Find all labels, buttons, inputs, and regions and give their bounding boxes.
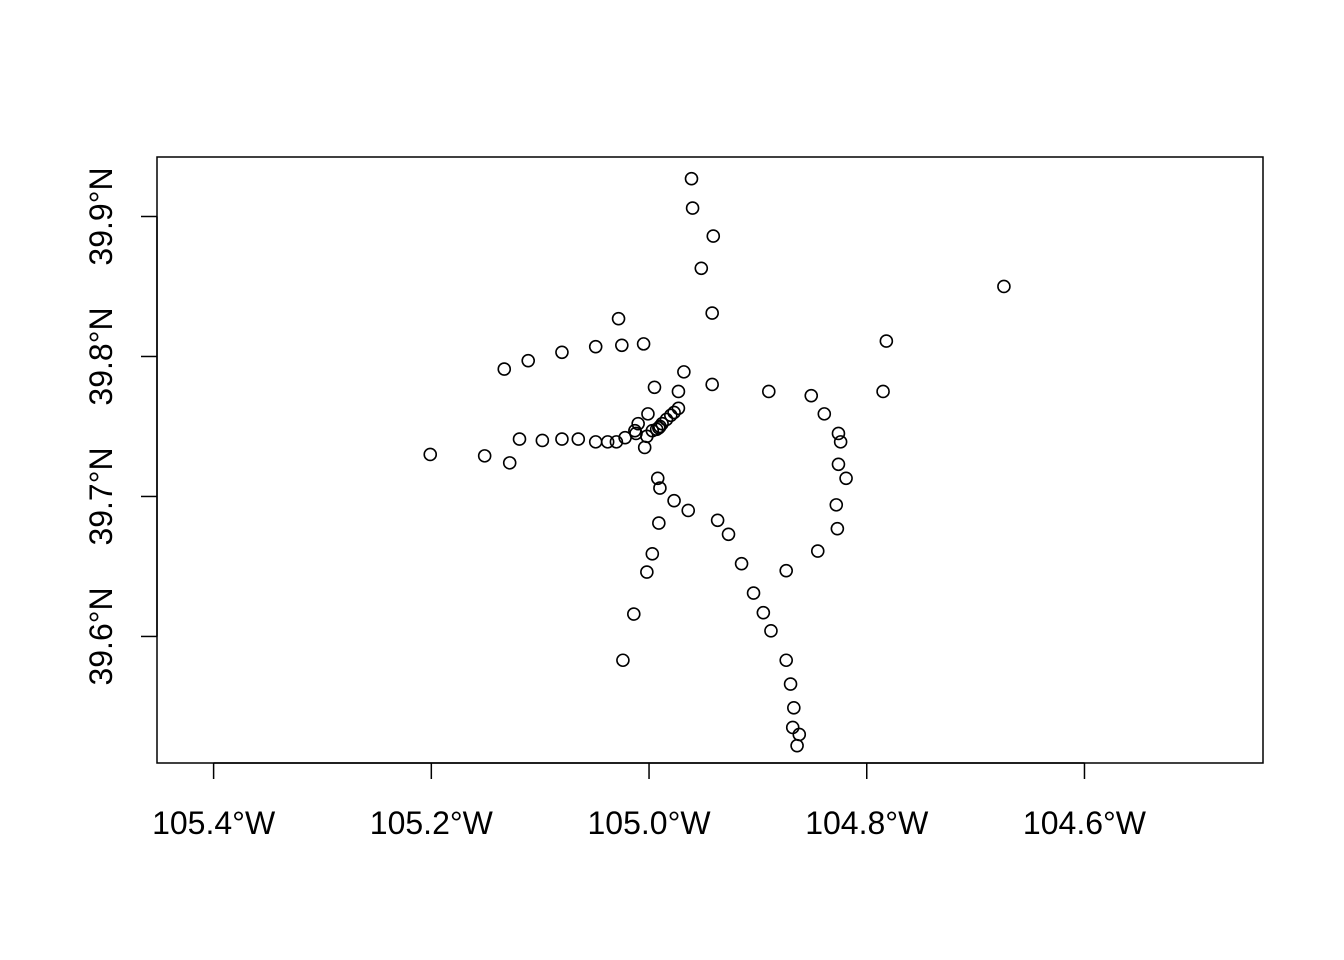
data-point [588, 435, 603, 449]
data-point [664, 408, 678, 423]
data-point [637, 440, 652, 455]
data-point [512, 432, 527, 446]
data-point [694, 261, 709, 276]
data-point [705, 306, 719, 320]
data-point [535, 433, 550, 448]
data-point [804, 388, 819, 403]
x-axis: 105.4°W 105.2°W 105.0°W 104.8°W 104.6°W [152, 762, 1147, 841]
data-point [839, 471, 853, 486]
data-point [667, 493, 681, 508]
data-point [641, 407, 655, 421]
data-point [710, 513, 725, 528]
data-point [616, 653, 630, 668]
data-point [667, 405, 681, 420]
y-axis: 39.6°N 39.7°N 39.8°N 39.9°N [83, 167, 158, 686]
data-point [817, 407, 832, 421]
data-point [783, 677, 798, 691]
data-point [677, 365, 691, 379]
data-point [764, 624, 778, 638]
data-point [671, 384, 686, 399]
data-point [779, 653, 794, 668]
data-point [611, 311, 626, 326]
x-tick-label: 104.8°W [805, 805, 929, 841]
data-point [756, 605, 771, 620]
data-point [706, 229, 721, 243]
data-point [477, 449, 492, 463]
data-point [831, 426, 846, 441]
data-point [423, 447, 438, 462]
data-point [652, 516, 666, 530]
data-point [609, 435, 624, 449]
data-point [787, 701, 801, 715]
data-point [636, 337, 651, 351]
data-point [631, 416, 645, 431]
data-point [497, 362, 512, 376]
data-point [790, 738, 804, 753]
data-point [997, 279, 1011, 294]
data-point [647, 380, 662, 395]
y-tick-label: 39.6°N [83, 587, 119, 685]
data-point [830, 521, 845, 536]
data-point [810, 544, 825, 558]
data-points [423, 171, 1011, 753]
data-point [640, 565, 654, 579]
data-point [502, 456, 517, 470]
data-point [779, 563, 794, 578]
data-point [831, 457, 846, 472]
y-tick-label: 39.9°N [83, 167, 119, 265]
data-point [615, 338, 629, 353]
data-point [876, 384, 890, 399]
data-point [645, 547, 660, 561]
data-point [833, 435, 848, 449]
data-point [761, 384, 776, 399]
data-point [721, 527, 736, 542]
x-tick-label: 104.6°W [1023, 805, 1147, 841]
x-tick-label: 105.4°W [152, 805, 276, 841]
data-point [829, 498, 844, 512]
data-point [681, 503, 696, 518]
data-point [879, 334, 894, 348]
data-point [671, 401, 686, 416]
data-point [521, 353, 536, 368]
data-point [705, 377, 719, 392]
data-point [626, 607, 641, 621]
data-point [618, 430, 632, 445]
data-point [650, 471, 665, 486]
data-point [684, 171, 699, 186]
x-tick-label: 105.0°W [588, 805, 712, 841]
y-tick-label: 39.8°N [83, 307, 119, 405]
data-point [746, 586, 761, 600]
data-point [571, 432, 586, 446]
x-tick-label: 105.2°W [370, 805, 494, 841]
data-point [653, 481, 667, 495]
data-point [652, 421, 666, 435]
data-point [685, 201, 700, 215]
data-point [555, 345, 569, 360]
data-point [555, 432, 569, 446]
data-point [588, 339, 603, 354]
data-point [734, 556, 749, 571]
data-point [653, 419, 667, 434]
y-tick-label: 39.7°N [83, 447, 119, 545]
